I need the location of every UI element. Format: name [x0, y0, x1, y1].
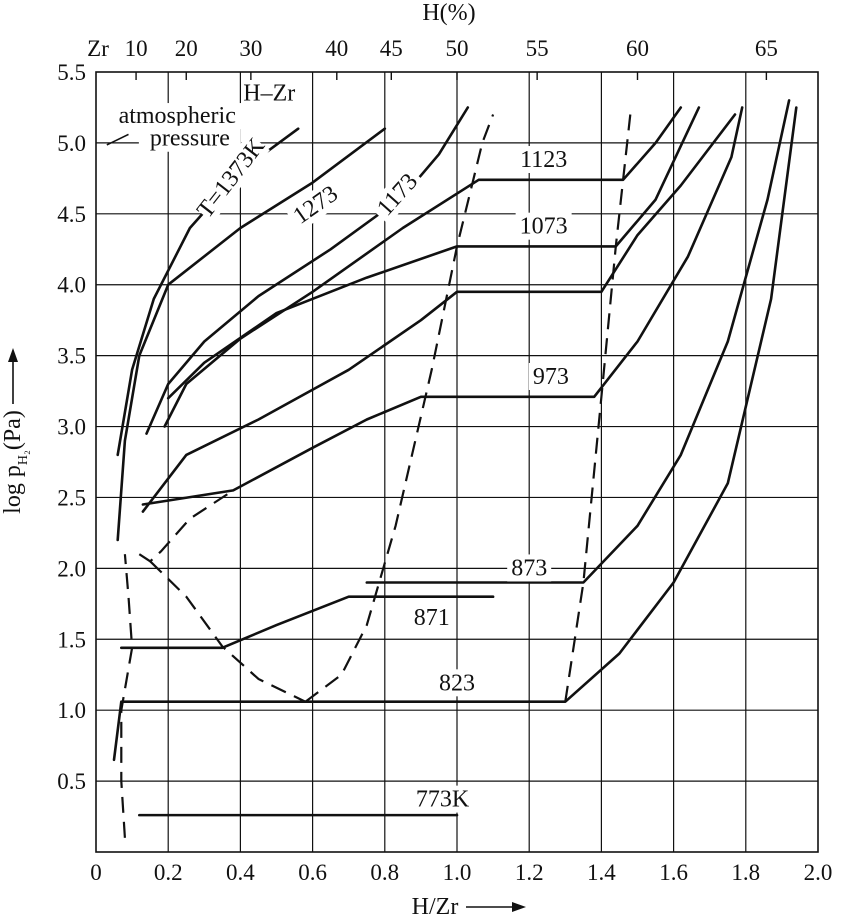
- curve-label-group: 1123: [515, 146, 572, 174]
- isotherm-873: [141, 106, 744, 506]
- y-tick-label: 2.0: [57, 556, 86, 581]
- y-tick-label: 4.5: [57, 202, 86, 227]
- isotherm-t-1373k: [116, 127, 300, 457]
- top-tick-label: 55: [526, 36, 549, 61]
- isotherm-973: [141, 113, 737, 513]
- top-tick-label: 20: [175, 36, 198, 61]
- isotherm-823: [120, 595, 495, 650]
- svg-text:log pH₂(Pa): log pH₂(Pa): [0, 410, 31, 514]
- curve-label-group: 873: [507, 554, 552, 582]
- top-tick-label: 45: [380, 36, 403, 61]
- curve-label-bg: [515, 212, 572, 240]
- x-axis-arrowhead-icon: [512, 902, 526, 912]
- isotherm-1073: [166, 106, 701, 400]
- y-axis-title-unit: (Pa): [0, 410, 26, 450]
- y-tick-label: 5.5: [57, 60, 86, 85]
- curve-label-bg: [191, 133, 270, 223]
- curve-label-group: 823: [435, 669, 479, 697]
- top-tick-label: 50: [446, 36, 469, 61]
- top-tick-label: 40: [325, 36, 348, 61]
- phase-boundary-delta-right: [564, 114, 632, 702]
- annotation-bg: [108, 103, 247, 130]
- curve-label-bg: [507, 554, 552, 582]
- y-tick-label: 3.5: [57, 344, 86, 369]
- y-tick-label: 4.0: [57, 273, 86, 298]
- curve-label-bg: [414, 785, 471, 813]
- isotherm-1123: [163, 106, 683, 428]
- x-tick-label: 1.2: [515, 860, 544, 885]
- annotation-label: H–Zr: [243, 80, 295, 106]
- phase-boundary-beta-left: [149, 560, 306, 703]
- atmospheric-pressure-leader: [106, 133, 129, 146]
- y-axis-label: log pH₂(Pa): [0, 348, 31, 514]
- curve-label-bg: [409, 604, 454, 632]
- isotherm-773k: [112, 106, 798, 762]
- y-axis-arrowhead-icon: [8, 348, 18, 362]
- curve-label-group: 773K: [414, 785, 471, 813]
- x-tick-label: 1.8: [731, 860, 760, 885]
- isotherm-1173: [145, 106, 470, 435]
- annotation-label: atmospheric: [119, 103, 236, 129]
- isotherm-curves: [112, 99, 798, 817]
- y-tick-label: 1.5: [57, 627, 86, 652]
- y-axis-title-main: log p: [0, 465, 26, 514]
- axis-ticks: 0 0.2 0.4 0.6 0.8 1.0 1.2 1.4 1.6 1.8 2.0 0.5 1.0 1.5…: [57, 36, 832, 885]
- curve-label: 1123: [520, 147, 567, 173]
- top-axis-title: H(%): [422, 0, 475, 26]
- isotherm-871: [365, 99, 791, 584]
- y-tick-label: 3.0: [57, 415, 86, 440]
- x-tick-label: 0.8: [370, 860, 399, 885]
- top-tick-label: 60: [626, 36, 649, 61]
- x-tick-label: 2.0: [804, 860, 833, 885]
- curve-label: 1073: [520, 214, 568, 240]
- curve-label-bg: [435, 669, 479, 697]
- curve-label: 871: [414, 605, 450, 631]
- curve-label: 973: [533, 364, 569, 390]
- x-tick-label: 0.6: [298, 860, 327, 885]
- curve-label-bg: [515, 146, 572, 174]
- curve-label-group: 1073: [515, 212, 572, 240]
- y-tick-label: 2.5: [57, 485, 86, 510]
- curve-label-group: 871: [409, 604, 454, 632]
- x-tick-label: 1.6: [659, 860, 688, 885]
- top-tick-label: 65: [755, 36, 778, 61]
- x-tick-label: 0: [90, 860, 102, 885]
- curve-label-group: 1273: [284, 177, 347, 232]
- y-axis-title-sub: H₂: [16, 450, 31, 465]
- isotherm-1273: [116, 127, 387, 542]
- curve-label: 823: [439, 670, 475, 696]
- x-axis-label: H/Zr: [412, 894, 526, 918]
- curve-label: 773K: [416, 787, 470, 813]
- top-tick-label: 30: [239, 36, 262, 61]
- y-tick-label: 0.5: [57, 769, 86, 794]
- curve-label: 873: [511, 555, 547, 581]
- phase-boundary-delta-left: [304, 114, 495, 703]
- curve-label-bg: [284, 177, 347, 232]
- y-tick-label: 5.0: [57, 131, 86, 156]
- curve-label-bg: [528, 363, 573, 390]
- top-tick-label: Zr: [87, 36, 109, 61]
- x-tick-label: 1.0: [443, 860, 472, 885]
- y-tick-label: 1.0: [57, 698, 86, 723]
- x-tick-label: 0.2: [154, 860, 183, 885]
- annotation-label: pressure: [150, 126, 230, 152]
- x-axis-title: H/Zr: [412, 894, 459, 918]
- phase-boundaries: [120, 114, 632, 838]
- annotation-bg: [138, 125, 241, 152]
- curve-label-group: 973: [528, 363, 573, 390]
- top-tick-label: 10: [125, 36, 148, 61]
- phase-boundary-alpha-beta: [138, 489, 234, 563]
- grid-lines: [96, 72, 818, 852]
- phase-boundary-alpha-solvus: [120, 554, 134, 838]
- annotation-bg: [242, 80, 297, 107]
- x-tick-label: 0.4: [226, 860, 255, 885]
- x-tick-label: 1.4: [587, 860, 616, 885]
- curve-label-bg: [368, 164, 427, 225]
